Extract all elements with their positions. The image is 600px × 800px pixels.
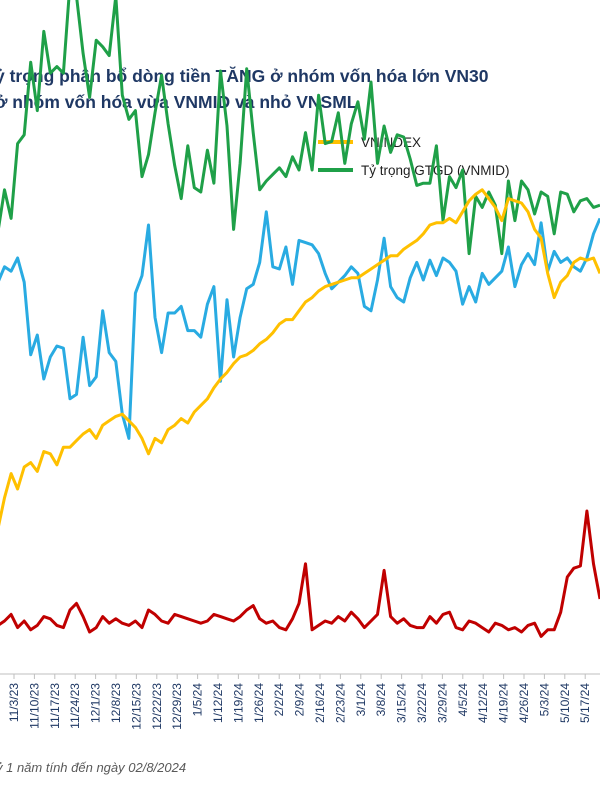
x-tick-label: 2/23/24 (333, 683, 347, 723)
x-tick-label: 5/3/24 (537, 683, 551, 717)
x-tick-label: 3/1/24 (354, 683, 368, 717)
source-note: ỷ 1 năm tính đến ngày 02/8/2024 (0, 760, 187, 775)
x-tick-label: 1/12/24 (211, 683, 225, 723)
series-line-3 (0, 509, 600, 638)
legend-swatch-vnindex (318, 140, 353, 144)
x-tick-label: 12/8/23 (109, 683, 123, 723)
x-tick-label: 11/10/23 (27, 683, 41, 729)
x-tick-layer: 11/3/23 11/10/23 11/17/23 11/24/23 12/1/23 12… (7, 674, 592, 730)
x-tick-label: 3/29/24 (435, 683, 449, 723)
series-layer (0, 0, 600, 638)
legend-label-vnmid: Tỷ trọng GTGD (VNMID) (361, 162, 510, 178)
x-tick-label: 4/26/24 (517, 683, 531, 723)
series-line-2 (0, 210, 600, 440)
x-tick-label: 12/1/23 (89, 683, 103, 723)
x-tick-label: 2/16/24 (313, 683, 327, 723)
legend-swatch-vnmid (318, 168, 353, 172)
x-tick-label: 11/17/23 (48, 683, 62, 729)
x-tick-label: 12/29/23 (170, 683, 184, 730)
x-tick-label: 11/3/23 (7, 683, 21, 722)
series-line-0 (0, 188, 600, 527)
legend-item-vnmid: Tỷ trọng GTGD (VNMID) (318, 156, 510, 184)
x-tick-label: 5/10/24 (558, 683, 572, 723)
x-tick-label: 1/26/24 (252, 683, 266, 723)
x-tick-label: 1/19/24 (231, 683, 245, 723)
x-tick-label: 2/9/24 (293, 683, 307, 717)
series-line-1 (0, 0, 600, 256)
x-tick-label: 5/17/24 (578, 683, 592, 723)
x-tick-label: 1/5/24 (191, 683, 205, 717)
x-tick-label: 3/8/24 (374, 683, 388, 717)
x-tick-label: 4/12/24 (476, 683, 490, 723)
x-tick-label: 3/15/24 (395, 683, 409, 723)
x-tick-label: 12/15/23 (129, 683, 143, 730)
x-tick-label: 3/22/24 (415, 683, 429, 723)
x-tick-label: 12/22/23 (150, 683, 164, 730)
x-tick-label: 11/24/23 (68, 683, 82, 729)
x-tick-label: 4/19/24 (497, 683, 511, 723)
x-tick-label: 4/5/24 (456, 683, 470, 717)
x-tick-label: 2/2/24 (272, 683, 286, 717)
